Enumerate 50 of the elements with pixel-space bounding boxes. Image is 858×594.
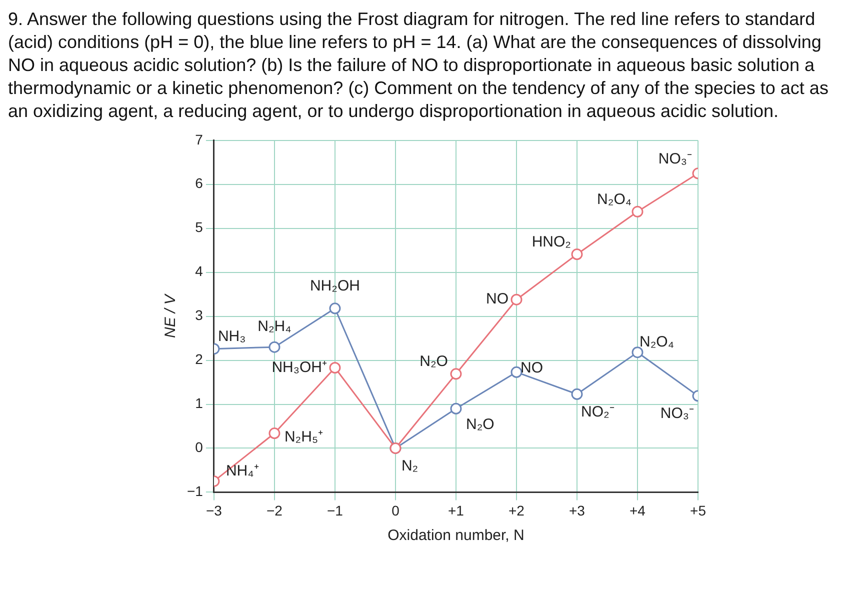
y-tick-label: 0	[195, 439, 204, 456]
x-axis-title: Oxidation number, N	[388, 527, 524, 544]
x-tick-label: +3	[569, 502, 586, 518]
annotation: N₂O	[420, 353, 448, 370]
chart-title: 9. Answer the following questions using the Frost diagram for nitrogen. The red line refers to standard (acid) conditions (pH = 0), the blue line refers to pH = 14. (a) What are the consequences of dissolving NO in aqueous acidic solution? (b) Is the failure of NO to disproportionate in aqueous basic solution a thermodynamic or a kinetic phenomenon? (c) Comment on the tendency of any of the species to act as an oxidizing agent, a reducing agent, or to undergo disproportionation in aqueous acidic solution.	[8, 8, 830, 123]
annotation: N₂H₅⁺	[284, 428, 323, 446]
annotation: NO	[486, 290, 508, 308]
annotation: N₂	[401, 457, 418, 474]
y-tick-label: 2	[195, 351, 204, 368]
point	[632, 346, 644, 358]
annotation: N₂O	[466, 416, 494, 433]
point	[571, 248, 583, 260]
annotation: HNO₂	[532, 233, 572, 250]
annotation: N₂O₄	[639, 334, 674, 350]
annotation: NO	[520, 359, 543, 376]
point	[450, 402, 462, 414]
y-tick-label: 5	[195, 219, 204, 236]
x-tick-label: −3	[206, 502, 222, 518]
x-tick-label: −1	[326, 502, 344, 518]
y-tick-label: 6	[195, 175, 204, 192]
annotation: NH₂OH	[310, 278, 360, 295]
y-tick-label: 7	[195, 131, 204, 148]
point	[450, 368, 462, 380]
point	[571, 388, 583, 400]
point	[632, 206, 644, 218]
annotation: N₂H₄	[258, 318, 292, 336]
annotation: N₂O₄	[597, 190, 632, 208]
point	[510, 294, 522, 306]
point	[268, 428, 280, 440]
x-tick-label: +1	[448, 502, 464, 518]
point	[329, 362, 341, 374]
y-tick-label: 4	[195, 263, 204, 280]
annotation: NH₃OH⁺	[272, 358, 327, 376]
y-tick-label: 3	[195, 307, 204, 324]
annotation: NH₃	[218, 328, 246, 345]
y-axis-title: NE / V	[162, 292, 180, 338]
y-tick-label: −1	[186, 483, 204, 500]
annotation: NO₂⁻	[580, 403, 614, 420]
y-tick-label: 1	[195, 395, 204, 412]
x-tick-label: +4	[630, 502, 646, 518]
annotation: NO₃⁻	[658, 150, 692, 168]
annotation: NO₃⁻	[660, 405, 694, 422]
point	[329, 302, 341, 314]
annotation: NH₄⁺	[226, 462, 259, 480]
x-tick-label: −2	[266, 502, 283, 518]
point	[510, 366, 522, 378]
x-tick-label: +2	[508, 502, 525, 518]
x-tick-label: +5	[690, 502, 706, 518]
point	[268, 341, 280, 353]
x-tick-label: 0	[392, 502, 400, 518]
